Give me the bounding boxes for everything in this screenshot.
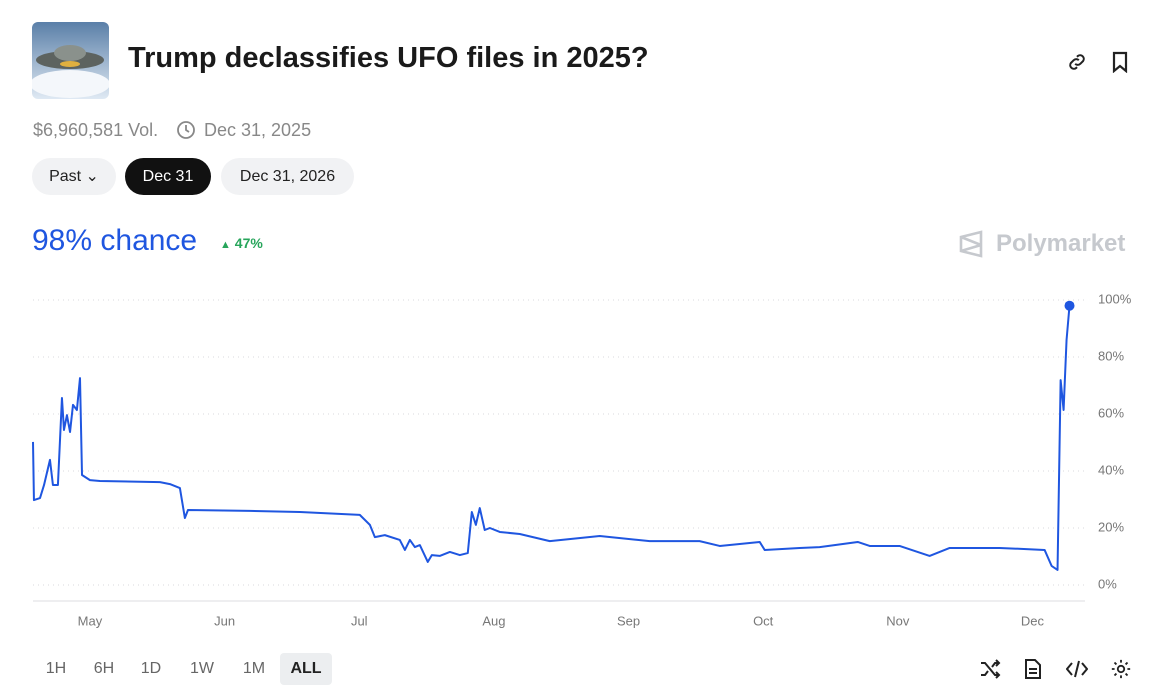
clock-icon: [177, 121, 195, 139]
range-button[interactable]: 1D: [140, 660, 162, 677]
x-tick-label: May: [78, 613, 103, 628]
volume: $6,960,581 Vol.: [33, 120, 159, 140]
change: ▲ 47%: [220, 235, 263, 251]
date-tab[interactable]: Dec 31: [125, 158, 211, 195]
last-point: [1064, 300, 1075, 311]
range-button[interactable]: 1H: [45, 660, 67, 677]
y-tick-label: 40%: [1098, 462, 1124, 477]
document-icon[interactable]: [1023, 658, 1043, 680]
x-tick-label: Dec: [1021, 613, 1045, 628]
market-title: Trump declassifies UFO files in 2025?: [128, 42, 649, 74]
range-button[interactable]: 6H: [93, 660, 115, 677]
y-tick-label: 80%: [1098, 348, 1124, 363]
embed-icon[interactable]: [1066, 658, 1088, 680]
shuffle-icon[interactable]: [979, 658, 1001, 680]
x-tick-label: Nov: [886, 613, 910, 628]
line: [32, 305, 1071, 571]
x-tick-label: Jul: [351, 613, 368, 628]
end-date: Dec 31, 2025: [204, 120, 312, 140]
x-tick-label: Aug: [482, 613, 505, 628]
brand: Polymarket: [996, 230, 1126, 257]
brand-logo: [959, 230, 983, 258]
settings-icon[interactable]: [1110, 658, 1132, 680]
range-button[interactable]: 1M: [242, 660, 266, 677]
y-tick-label: 20%: [1098, 519, 1124, 534]
bookmark-icon[interactable]: [1110, 51, 1130, 73]
date-tab[interactable]: Dec 31, 2026: [221, 158, 354, 195]
y-tick-label: 60%: [1098, 405, 1124, 420]
change-value: 47%: [234, 235, 263, 251]
x-tick-label: Oct: [753, 613, 774, 628]
range-button[interactable]: 1W: [190, 660, 214, 677]
date-tab[interactable]: Past ⌄: [32, 158, 116, 195]
chance: 98% chance: [32, 224, 198, 257]
y-tick-label: 0%: [1098, 576, 1117, 591]
market-image: [32, 22, 109, 99]
link-icon[interactable]: [1066, 51, 1088, 73]
tab-label: Past: [49, 168, 82, 185]
y-tick-label: 100%: [1098, 291, 1132, 306]
x-tick-label: Sep: [617, 613, 640, 628]
x-tick-label: Jun: [214, 613, 235, 628]
range-button[interactable]: ALL: [280, 653, 332, 685]
